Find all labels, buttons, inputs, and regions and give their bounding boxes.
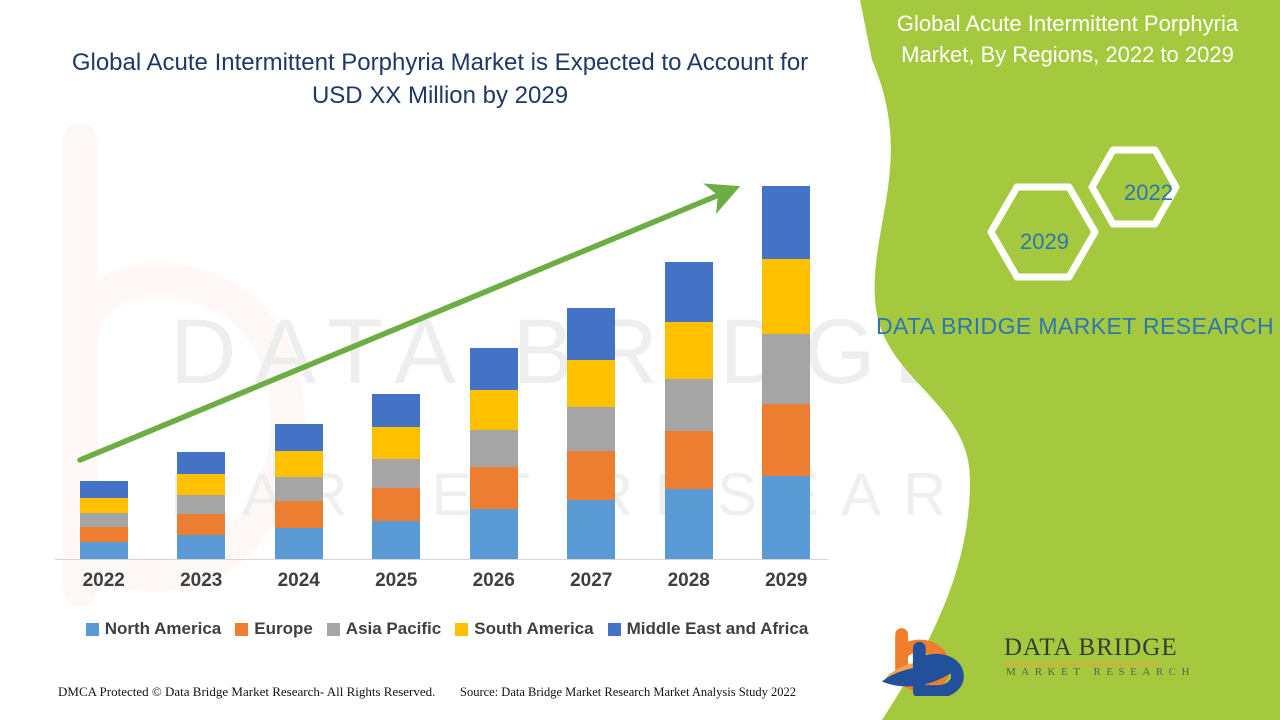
data-bridge-b-mark-icon xyxy=(881,628,964,698)
bar-segment xyxy=(79,481,128,498)
legend-item[interactable]: Europe xyxy=(235,619,313,639)
legend-swatch-icon xyxy=(85,622,99,636)
bar-segment xyxy=(664,431,713,489)
stacked-bar xyxy=(567,308,616,559)
bar-segment xyxy=(274,501,323,528)
bar-segment xyxy=(177,474,226,495)
bar-segment xyxy=(469,430,518,467)
bar-segment xyxy=(762,334,811,404)
bar-segment xyxy=(274,477,323,501)
stacked-bar xyxy=(177,452,226,559)
bar-segment xyxy=(567,360,616,407)
bar-segment xyxy=(274,528,323,559)
stacked-bar xyxy=(274,424,323,559)
x-axis-labels: 2022 2023 2024 2025 2026 2027 2028 2029 xyxy=(55,570,835,600)
bar-segment xyxy=(274,451,323,477)
legend-swatch-icon xyxy=(607,622,621,636)
x-axis-label: 2029 xyxy=(765,570,808,591)
footer-source: Source: Data Bridge Market Research Mark… xyxy=(460,685,797,699)
legend-label: Middle East and Africa xyxy=(626,619,809,638)
hex-badge-shapes xyxy=(987,146,1180,281)
bar-segment xyxy=(664,489,713,559)
right-green-panel: Global Acute Intermittent Porphyria Mark… xyxy=(820,0,1280,720)
bar-segment xyxy=(372,488,421,521)
legend-swatch-icon xyxy=(326,622,340,636)
logo-subtitle: MARKET RESEARCH xyxy=(1006,666,1195,678)
hex-badge-2022-outline xyxy=(1088,146,1180,228)
bar-segment xyxy=(469,509,518,559)
stacked-bar xyxy=(372,394,421,559)
hex-badge-group: 2022 2029 xyxy=(980,140,1220,290)
chart-title: Global Acute Intermittent Porphyria Mark… xyxy=(71,49,809,109)
bar-segment xyxy=(372,459,421,488)
bar-segment xyxy=(79,498,128,513)
bar-segment xyxy=(567,308,616,360)
bar-segment xyxy=(762,259,811,334)
bar-segment xyxy=(567,500,616,559)
brand-name: DATA BRIDGE MARKET RESEARCH xyxy=(875,313,1275,339)
bar-segment xyxy=(469,390,518,430)
bar-segment xyxy=(469,348,518,390)
bar-segment xyxy=(177,495,226,514)
x-axis-label: 2028 xyxy=(667,570,710,591)
bar-segment xyxy=(79,542,128,559)
x-axis-label: 2026 xyxy=(472,570,515,591)
stacked-bar xyxy=(469,348,518,559)
legend-swatch-icon xyxy=(235,622,249,636)
legend-item[interactable]: South America xyxy=(455,619,594,639)
bar-segment xyxy=(79,527,128,542)
bar-segment xyxy=(469,467,518,509)
legend-swatch-icon xyxy=(455,622,469,636)
chart-legend: North America Europe Asia Pacific South Ame… xyxy=(52,616,842,642)
bar-segment xyxy=(762,404,811,476)
legend-label: North America xyxy=(104,619,222,638)
bar-segment xyxy=(567,451,616,500)
legend-item[interactable]: Asia Pacific xyxy=(326,619,442,639)
panel-title: Global Acute Intermittent Porphyria Mark… xyxy=(896,11,1239,67)
stacked-bar xyxy=(762,186,811,559)
legend-item[interactable]: Middle East and Africa xyxy=(607,619,809,639)
stacked-bar-chart xyxy=(55,150,835,559)
bar-segment xyxy=(79,513,128,527)
bar-segment xyxy=(664,379,713,431)
stacked-bar xyxy=(664,262,713,559)
bar-segment xyxy=(274,424,323,451)
bar-segment xyxy=(372,521,421,559)
bar-segment xyxy=(762,186,811,259)
x-axis-label: 2023 xyxy=(180,570,223,591)
hex-badge-2029-label: 2029 xyxy=(1020,229,1069,254)
x-axis-line xyxy=(55,559,828,560)
bar-segment xyxy=(567,407,616,451)
bar-segment xyxy=(372,394,421,427)
stacked-bar xyxy=(79,481,128,559)
bar-segment xyxy=(177,535,226,559)
x-axis-label: 2027 xyxy=(570,570,613,591)
legend-label: Asia Pacific xyxy=(345,619,442,638)
logo-divider xyxy=(1005,663,1157,665)
x-axis-label: 2022 xyxy=(82,570,125,591)
x-axis-label: 2024 xyxy=(277,570,320,591)
legend-label: South America xyxy=(474,619,594,638)
bar-segment xyxy=(177,514,226,535)
footer-copyright: DMCA Protected © Data Bridge Market Rese… xyxy=(58,684,436,699)
legend-label: Europe xyxy=(254,619,313,638)
bar-segment xyxy=(372,427,421,459)
legend-item[interactable]: North America xyxy=(85,619,222,639)
data-bridge-logo: DATA BRIDGE MARKET RESEARCH xyxy=(878,628,1189,698)
bar-segment xyxy=(762,476,811,559)
x-axis-label: 2025 xyxy=(375,570,418,591)
bar-segment xyxy=(664,322,713,379)
bar-segment xyxy=(664,262,713,322)
hex-badge-2022-label: 2022 xyxy=(1124,180,1173,205)
bar-segment xyxy=(177,452,226,474)
logo-wordmark: DATA BRIDGE xyxy=(1004,634,1178,661)
hex-badge-2029-outline xyxy=(987,183,1099,281)
